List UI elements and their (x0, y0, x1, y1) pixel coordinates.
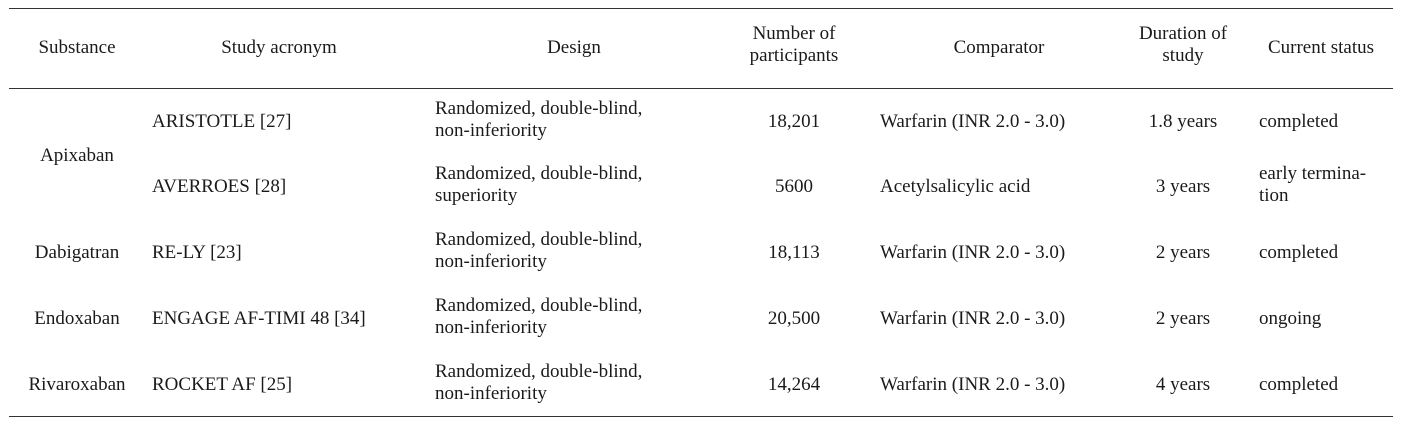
cell-duration: 4 years (1155, 374, 1211, 395)
cell-study-acronym: ENGAGE AF-TIMI 48 [34] (152, 308, 366, 329)
cell-participants: 20,500 (767, 308, 821, 329)
table-top-rule (9, 8, 1393, 9)
cell-design: Randomized, double-blind, non-inferiorit… (435, 361, 643, 404)
table-header-rule (9, 88, 1393, 89)
cell-duration: 1.8 years (1148, 111, 1218, 132)
cell-substance: Rivaroxaban (28, 374, 126, 395)
cell-duration: 2 years (1155, 308, 1211, 329)
cell-participants: 14,264 (767, 374, 821, 395)
cell-comparator: Warfarin (INR 2.0 - 3.0) (880, 308, 1066, 329)
cell-participants: 5600 (775, 176, 813, 197)
header-study-acronym: Study acronym (221, 37, 337, 58)
cell-status: completed (1259, 111, 1339, 132)
cell-status: ongoing (1259, 308, 1322, 329)
table-bottom-rule (9, 416, 1393, 417)
cell-status: completed (1259, 374, 1339, 395)
header-comparator: Comparator (953, 37, 1045, 58)
cell-participants: 18,201 (767, 111, 821, 132)
cell-design: Randomized, double-blind, non-inferiorit… (435, 229, 643, 272)
cell-duration: 2 years (1155, 242, 1211, 263)
cell-comparator: Warfarin (INR 2.0 - 3.0) (880, 242, 1066, 263)
header-status: Current status (1267, 37, 1375, 58)
cell-comparator: Warfarin (INR 2.0 - 3.0) (880, 374, 1066, 395)
cell-substance: Apixaban (40, 145, 114, 166)
cell-comparator: Warfarin (INR 2.0 - 3.0) (880, 111, 1066, 132)
header-substance: Substance (38, 37, 116, 58)
cell-design: Randomized, double-blind, non-inferiorit… (435, 295, 643, 338)
cell-design: Randomized, double-blind, superiority (435, 163, 643, 206)
cell-status: completed (1259, 242, 1339, 263)
header-duration: Duration of study (1138, 23, 1228, 66)
cell-duration: 3 years (1155, 176, 1211, 197)
cell-study-acronym: ROCKET AF [25] (152, 374, 293, 395)
cell-study-acronym: ARISTOTLE [27] (152, 111, 292, 132)
header-design: Design (547, 37, 601, 58)
cell-status: early termina- tion (1259, 163, 1367, 206)
header-participants: Number of participants (749, 23, 839, 66)
cell-substance: Dabigatran (34, 242, 120, 263)
cell-substance: Endoxaban (34, 308, 120, 329)
cell-comparator: Acetylsalicylic acid (880, 176, 1031, 197)
cell-study-acronym: AVERROES [28] (152, 176, 287, 197)
cell-design: Randomized, double-blind, non-inferiorit… (435, 98, 643, 141)
cell-study-acronym: RE-LY [23] (152, 242, 242, 263)
cell-participants: 18,113 (768, 242, 820, 263)
